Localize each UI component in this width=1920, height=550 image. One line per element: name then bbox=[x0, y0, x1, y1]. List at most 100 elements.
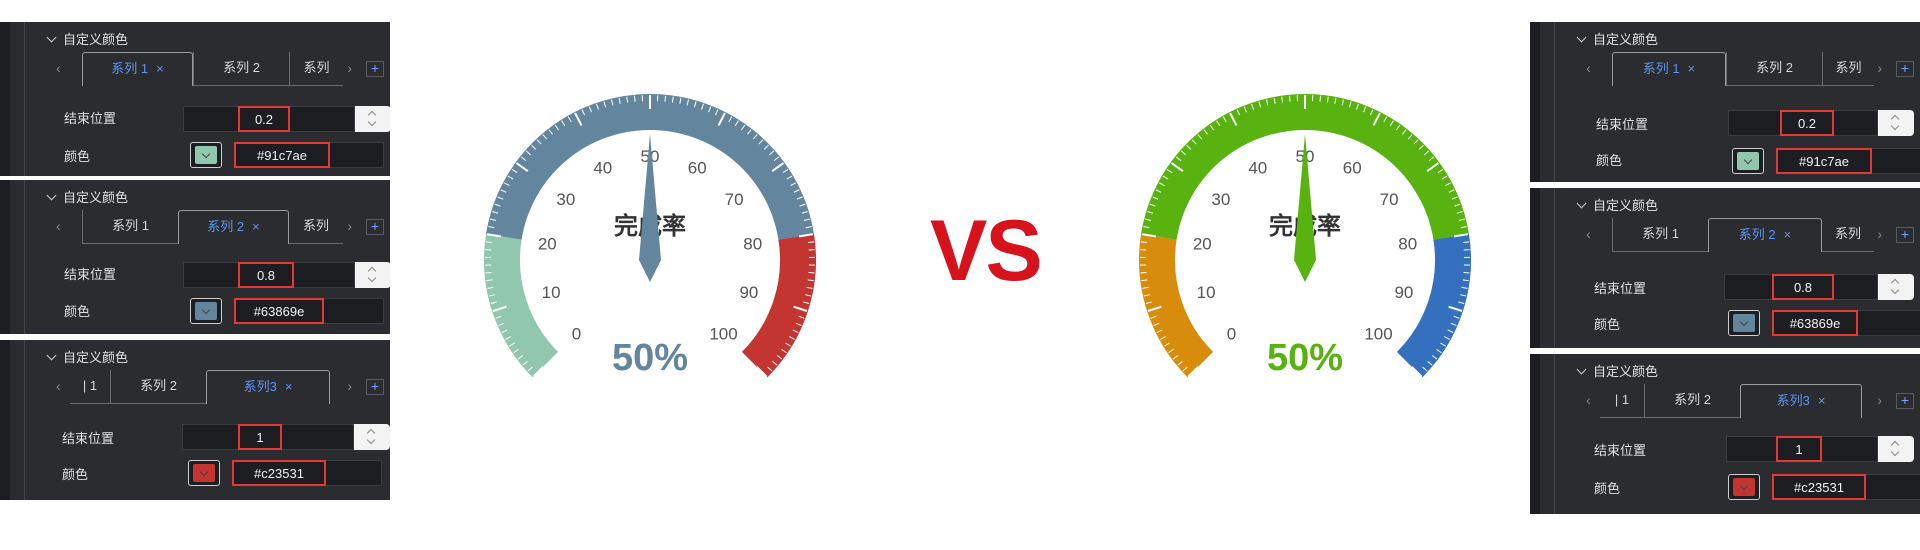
gauge-tick bbox=[498, 322, 505, 326]
close-icon[interactable]: × bbox=[156, 61, 164, 76]
tab-series-2[interactable]: 系列 2 bbox=[193, 52, 289, 86]
gauge-tick bbox=[1175, 156, 1182, 161]
color-swatch[interactable] bbox=[188, 460, 220, 486]
end-position-input[interactable]: 0.8 bbox=[1772, 274, 1834, 300]
chevron-right-icon[interactable]: › bbox=[1877, 392, 1882, 408]
color-text-input[interactable]: #c23531 bbox=[1772, 474, 1866, 500]
end-position-input[interactable]: 0.2 bbox=[238, 106, 290, 132]
chevron-left-icon[interactable]: ‹ bbox=[56, 60, 61, 76]
section-header[interactable]: 自定义颜色 bbox=[1574, 29, 1658, 48]
chevron-left-icon[interactable]: ‹ bbox=[1586, 60, 1591, 76]
tab-series-1-clipped[interactable]: | 1 bbox=[1600, 384, 1644, 418]
end-position-stepper[interactable] bbox=[354, 424, 390, 450]
tab-series-2[interactable]: 系列 2 bbox=[1726, 52, 1822, 86]
add-series-button[interactable]: + bbox=[366, 379, 384, 395]
color-text-input[interactable]: #91c7ae bbox=[234, 142, 330, 168]
gauge-tick bbox=[1164, 342, 1170, 347]
color-text-input[interactable]: #63869e bbox=[1772, 310, 1858, 336]
tab-series-3[interactable]: 系列3 × bbox=[206, 370, 330, 404]
add-series-button[interactable]: + bbox=[366, 61, 384, 77]
chevron-right-icon[interactable]: › bbox=[347, 218, 352, 234]
tab-series-3-clipped[interactable]: 系列 bbox=[289, 210, 343, 244]
gauge-tick-label: 10 bbox=[1197, 283, 1216, 302]
end-position-stepper[interactable] bbox=[1878, 436, 1914, 462]
chevron-right-icon[interactable]: › bbox=[1877, 60, 1882, 76]
gauge-tick-label: 40 bbox=[593, 158, 612, 177]
chevron-right-icon[interactable]: › bbox=[1877, 226, 1882, 242]
gauge-pointer bbox=[1294, 134, 1316, 282]
end-position-stepper[interactable] bbox=[1878, 274, 1914, 300]
chevron-left-icon[interactable]: ‹ bbox=[1586, 392, 1591, 408]
color-swatch[interactable] bbox=[1728, 474, 1760, 500]
tab-series-2[interactable]: 系列 2 bbox=[1644, 384, 1740, 418]
close-icon[interactable]: × bbox=[252, 219, 260, 234]
gauge-tick bbox=[1251, 103, 1254, 110]
end-position-input[interactable]: 1 bbox=[1776, 436, 1822, 462]
close-icon[interactable]: × bbox=[284, 379, 293, 394]
gauge-tick-label: 90 bbox=[1394, 283, 1413, 302]
color-swatch-fill bbox=[1733, 478, 1755, 496]
tab-series-3-clipped[interactable]: 系列 bbox=[1822, 52, 1874, 86]
tab-series-1-clipped[interactable]: | 1 bbox=[70, 370, 110, 404]
gauge-tick bbox=[487, 286, 494, 289]
tab-series-2[interactable]: 系列 2 bbox=[110, 370, 206, 404]
end-position-stepper[interactable] bbox=[355, 262, 390, 288]
close-icon[interactable]: × bbox=[1817, 393, 1826, 408]
tab-series-2[interactable]: 系列 2 × bbox=[178, 210, 289, 244]
add-series-button[interactable]: + bbox=[1896, 393, 1914, 409]
color-text-input[interactable]: #91c7ae bbox=[1776, 148, 1872, 174]
gauge-tick bbox=[1166, 168, 1173, 174]
gauge-chart-left: 0102030405060708090100完成率50% bbox=[484, 94, 816, 379]
end-position-stepper[interactable] bbox=[355, 106, 390, 132]
section-header[interactable]: 自定义颜色 bbox=[44, 187, 128, 206]
chevron-left-icon[interactable]: ‹ bbox=[1586, 226, 1591, 242]
section-header[interactable]: 自定义颜色 bbox=[44, 29, 128, 48]
color-swatch[interactable] bbox=[1728, 310, 1760, 336]
section-header[interactable]: 自定义颜色 bbox=[1574, 195, 1658, 214]
gauge-tick bbox=[1258, 101, 1262, 108]
close-icon[interactable]: × bbox=[1687, 61, 1696, 76]
color-swatch[interactable] bbox=[1732, 148, 1764, 174]
settings-panel-series-2-right: 自定义颜色 ‹ 系列 1 系列 2 × 系列 › + 结束位置 0.8 颜色 #6… bbox=[1530, 188, 1920, 348]
chevron-right-icon[interactable]: › bbox=[347, 378, 352, 394]
tab-series-3-clipped[interactable]: 系列 bbox=[1822, 218, 1874, 252]
add-series-button[interactable]: + bbox=[1896, 61, 1914, 77]
end-position-stepper[interactable] bbox=[1878, 110, 1914, 136]
end-position-input[interactable]: 0.2 bbox=[1780, 110, 1834, 136]
chevron-right-icon[interactable]: › bbox=[347, 60, 352, 76]
gauge-tick bbox=[1191, 139, 1197, 145]
section-header[interactable]: 自定义颜色 bbox=[1574, 361, 1658, 380]
tab-series-1[interactable]: 系列 1 × bbox=[1612, 52, 1726, 86]
gauge-tick bbox=[793, 189, 800, 193]
tab-series-2[interactable]: 系列 2 × bbox=[1708, 218, 1822, 252]
gauge-tick bbox=[1448, 305, 1463, 312]
tab-series-1[interactable]: 系列 1 × bbox=[82, 52, 193, 86]
gauge-tick bbox=[507, 175, 514, 180]
gauge-tick bbox=[805, 294, 812, 297]
close-icon[interactable]: × bbox=[1783, 227, 1792, 242]
add-series-button[interactable]: + bbox=[366, 219, 384, 235]
chevron-left-icon[interactable]: ‹ bbox=[56, 378, 61, 394]
section-header[interactable]: 自定义颜色 bbox=[44, 347, 128, 366]
color-swatch[interactable] bbox=[190, 142, 222, 168]
color-text-input[interactable]: #63869e bbox=[234, 298, 324, 324]
gauge-tick bbox=[1445, 182, 1452, 187]
gauge-tick bbox=[708, 106, 712, 113]
end-position-label: 结束位置 bbox=[1594, 281, 1647, 296]
gauge-tick bbox=[501, 329, 508, 334]
tab-series-1[interactable]: 系列 1 bbox=[82, 210, 178, 244]
add-series-button[interactable]: + bbox=[1896, 227, 1914, 243]
gauge-tick bbox=[1448, 189, 1455, 193]
end-position-input[interactable]: 0.8 bbox=[238, 262, 294, 288]
gauge-tick bbox=[795, 322, 802, 326]
chevron-left-icon[interactable]: ‹ bbox=[56, 218, 61, 234]
color-swatch[interactable] bbox=[190, 298, 222, 324]
tab-series-1[interactable]: 系列 1 bbox=[1612, 218, 1708, 252]
settings-panel-series-3-right: 自定义颜色 ‹ | 1 系列 2 系列3 × › + 结束位置 1 颜色 #c23… bbox=[1530, 354, 1920, 514]
gauge-tick bbox=[807, 279, 814, 282]
gauge-chart-right: 0102030405060708090100完成率50% bbox=[1139, 94, 1471, 379]
tab-series-3-clipped[interactable]: 系列 bbox=[289, 52, 343, 86]
end-position-input[interactable]: 1 bbox=[238, 424, 282, 450]
tab-series-3[interactable]: 系列3 × bbox=[1740, 384, 1862, 418]
color-text-input[interactable]: #c23531 bbox=[232, 460, 326, 486]
